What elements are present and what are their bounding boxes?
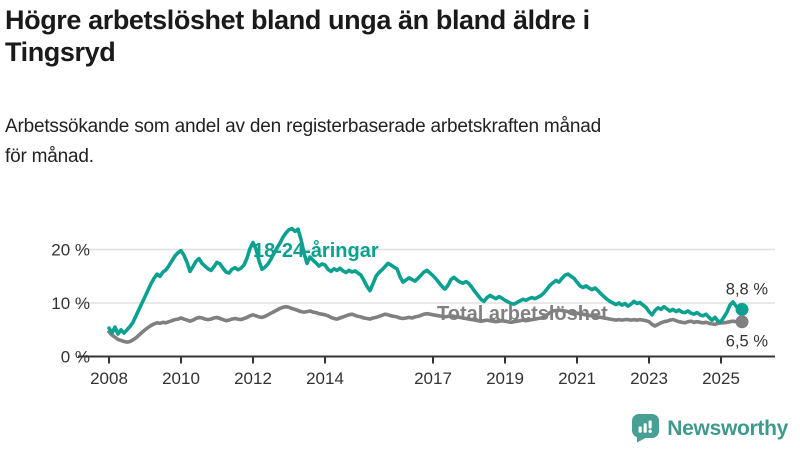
page-subtitle: Arbetssökande som andel av den registerb… [5,116,602,168]
y-tick-label: 20 % [51,241,90,260]
page-title: Högre arbetslöshet bland unga än bland ä… [5,5,590,68]
x-tick-label: 2017 [414,369,452,388]
series-end-dot [735,315,749,329]
series-end-value: 8,8 % [726,280,769,298]
y-tick-label: 0 % [61,348,90,367]
y-tick-label: 10 % [51,294,90,313]
x-tick-label: 2014 [306,369,344,388]
newsworthy-icon [632,414,660,443]
x-tick-label: 2012 [234,369,272,388]
newsworthy-wordmark: Newsworthy [667,416,788,440]
series-label: Total arbetslöshet [437,303,608,325]
series-label: 18-24-åringar [253,239,379,262]
series-line [107,226,744,336]
x-tick-label: 2025 [702,369,740,388]
newsworthy-logo[interactable]: Newsworthy [632,414,788,443]
series-end-value: 6,5 % [726,333,769,351]
x-tick-label: 2010 [162,369,200,388]
series-end-dot [735,302,749,316]
x-tick-label: 2019 [486,369,524,388]
x-tick-label: 2008 [90,369,128,388]
x-tick-label: 2021 [558,369,596,388]
x-tick-label: 2023 [630,369,668,388]
series-line [107,304,744,344]
